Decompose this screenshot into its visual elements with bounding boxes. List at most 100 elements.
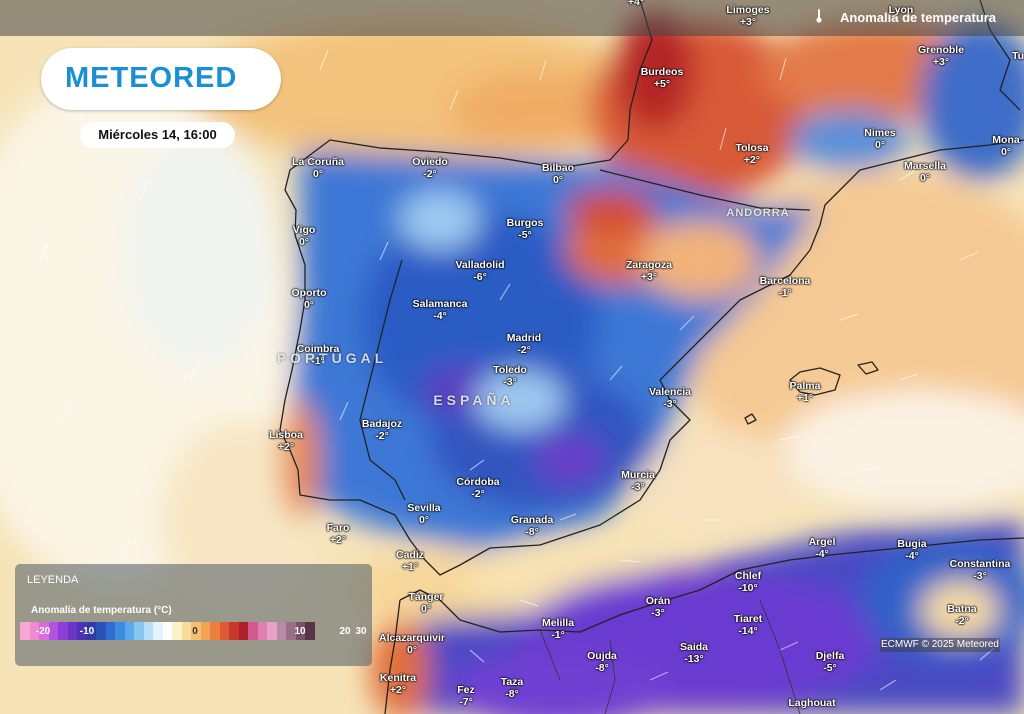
city-anomaly-value: -13° [684,653,704,665]
header-bar: Anomalía de temperatura [0,0,1024,36]
city-label[interactable]: Palma +1° [790,380,821,404]
city-label[interactable]: Alcazarquivir 0° [379,632,445,656]
city-label[interactable]: Orán -3° [646,595,671,619]
city-label[interactable]: Toledo -3° [493,364,527,388]
legend-tick-label: -20 [35,626,51,637]
city-name: Mona [992,134,1020,146]
datetime-text: Miércoles 14, 16:00 [98,127,217,142]
city-label[interactable]: Granada -8° [511,514,554,538]
city-name: Zaragoza [625,259,673,271]
city-label[interactable]: Tánger 0° [408,591,443,615]
legend-color-swatch [58,622,68,640]
city-label[interactable]: Kenitra +2° [380,672,416,696]
city-label[interactable]: Faro +2° [327,522,350,546]
city-label[interactable]: Barcelona -1° [760,275,811,299]
city-name: Barcelona [759,275,811,287]
legend-tick-label: 10 [294,626,306,637]
city-anomaly-value: -1° [551,629,565,641]
city-label[interactable]: Badajoz -2° [362,418,402,442]
city-label[interactable]: Lyon [889,4,914,16]
city-anomaly-value: -8° [595,662,609,674]
city-anomaly-value: +2° [329,534,347,546]
city-label[interactable]: Burgos -5° [507,217,544,241]
meteored-logo[interactable]: METEORED [41,48,281,110]
city-label[interactable]: Córdoba -2° [456,476,499,500]
legend-tick-label: 20 [339,626,351,637]
city-label[interactable]: Taza -8° [501,676,524,700]
legend-color-swatch [238,622,248,640]
legend-color-swatch [29,622,39,640]
legend-subtitle: Anomalía de temperatura (°C) [31,605,172,616]
city-name: Argel [808,536,836,548]
city-label[interactable]: Constantina -3° [950,558,1011,582]
city-label[interactable]: Chlef -10° [735,570,761,594]
legend-color-swatch [219,622,229,640]
city-label[interactable]: Salamanca -4° [413,298,468,322]
city-label[interactable]: Vigo 0° [293,224,316,248]
city-label[interactable]: Batna -2° [947,603,976,627]
city-label[interactable]: Argel -4° [809,536,836,560]
legend-color-swatch [162,622,172,640]
city-label[interactable]: Burdeos +5° [641,66,684,90]
city-label[interactable]: Coimbra -1° [297,343,340,367]
city-anomaly-value: +2° [277,441,295,453]
city-name: Lyon [888,4,914,16]
city-label[interactable]: Oporto 0° [292,287,327,311]
city-anomaly-value: +5° [653,78,671,90]
country-label: PORTUGAL [276,350,388,366]
city-anomaly-value: +3° [739,16,757,28]
city-label[interactable]: Saida -13° [680,641,708,665]
city-label[interactable]: Melilla -1° [542,617,574,641]
city-label[interactable]: Madrid -2° [507,332,541,356]
city-anomaly-value: -3° [651,607,665,619]
city-label[interactable]: Bilbao 0° [542,162,574,186]
city-label[interactable]: Bugia -4° [897,538,926,562]
city-name: Saida [679,641,709,653]
city-label[interactable]: Marsella 0° [904,160,946,184]
city-anomaly-value: -5° [518,229,532,241]
city-anomaly-value: -4° [905,550,919,562]
city-label[interactable]: Limoges +3° [726,4,769,28]
city-label[interactable]: Tolosa +2° [735,142,768,166]
legend-color-swatch [286,622,296,640]
legend-color-swatch [305,622,315,640]
city-name: Palma [789,380,821,392]
city-name: Valencia [648,386,692,398]
city-anomaly-value: -6° [473,271,487,283]
city-label[interactable]: Nimes 0° [864,127,896,151]
city-label[interactable]: Zaragoza +3° [626,259,672,283]
city-label[interactable]: Mona 0° [992,134,1019,158]
city-label[interactable]: Oujda -8° [587,650,617,674]
city-name: Toledo [493,364,527,376]
city-name: Taza [500,676,524,688]
city-name: Batna [947,603,977,615]
city-label[interactable]: +4° [628,0,644,8]
city-anomaly-value: -14° [738,625,758,637]
city-label[interactable]: Laghouat [788,697,835,709]
city-label[interactable]: Valladolid -6° [455,259,504,283]
city-label[interactable]: Cadiz +1° [396,549,424,573]
legend-color-swatch [200,622,210,640]
legend-color-swatch [96,622,106,640]
city-name: Orán [645,595,671,607]
city-anomaly-value: -5° [823,662,837,674]
legend-tick-label: -10 [79,626,95,637]
city-anomaly-value: -10° [738,582,758,594]
city-label[interactable]: La Coruña 0° [292,156,344,180]
city-label[interactable]: Lisboa +2° [269,429,303,453]
city-name: Kenitra [379,672,417,684]
city-label[interactable]: Fez -7° [457,684,475,708]
city-label[interactable]: Oviedo -2° [412,156,448,180]
city-label[interactable]: Murcia -3° [621,469,655,493]
city-label[interactable]: Tu [1012,50,1024,62]
city-label[interactable]: Grenoble +3° [918,44,964,68]
city-label[interactable]: Sevilla 0° [407,502,440,526]
city-anomaly-value: -3° [973,570,987,582]
city-anomaly-value: -3° [631,481,645,493]
city-label[interactable]: Valencia -3° [649,386,691,410]
city-anomaly-value: +1° [796,392,814,404]
city-label[interactable]: Djelfa -5° [816,650,845,674]
city-name: Valladolid [455,259,505,271]
city-label[interactable]: Tiaret -14° [734,613,762,637]
